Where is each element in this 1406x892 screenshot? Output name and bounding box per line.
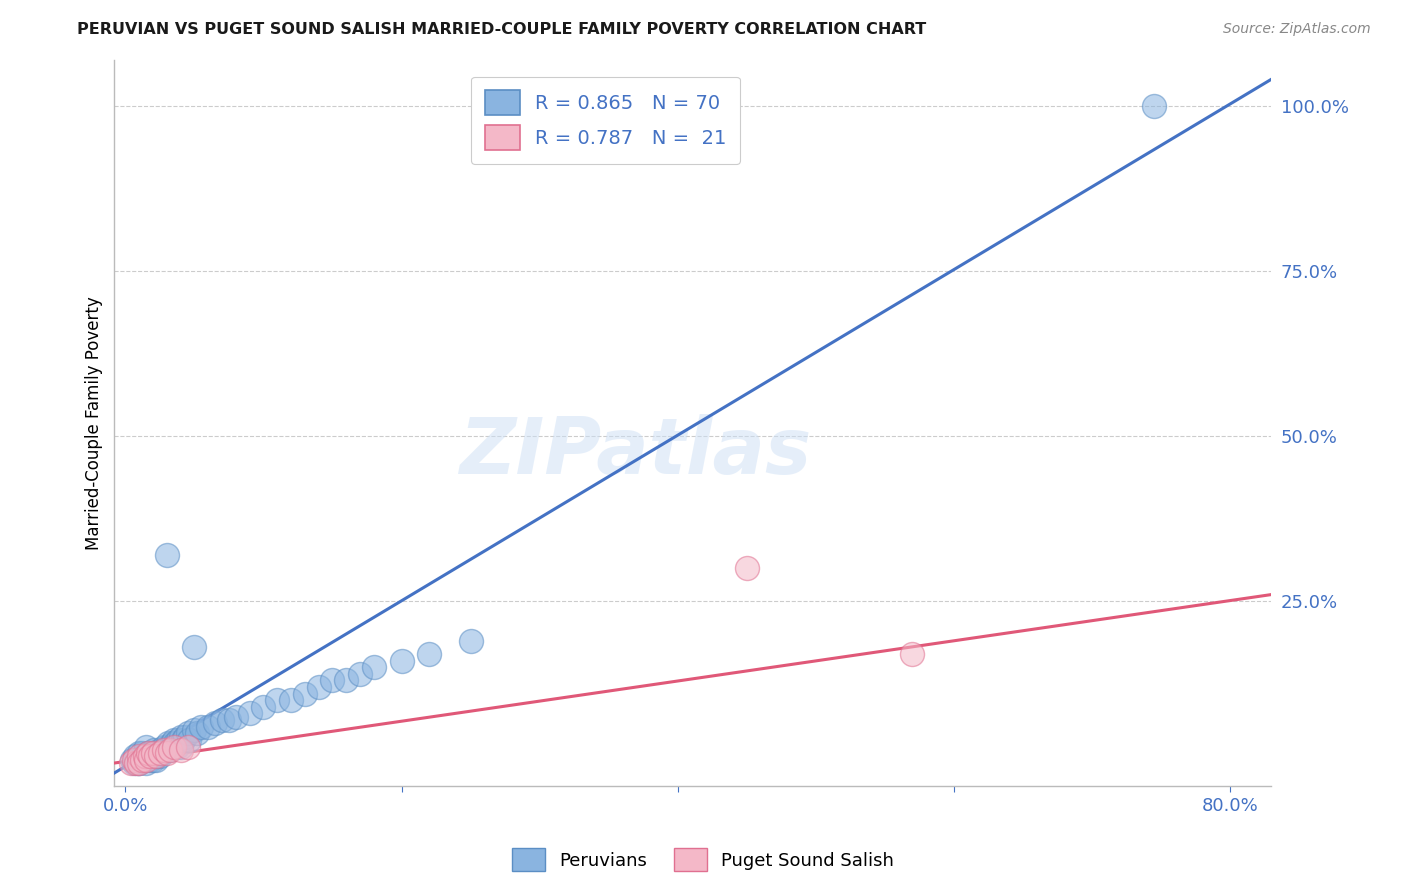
Point (145, 749, 167, 764)
Point (125, 753, 148, 767)
Point (157, 736, 180, 750)
Point (142, 746, 165, 760)
Point (391, 654, 413, 668)
Point (176, 726, 198, 740)
Point (163, 739, 186, 754)
Point (149, 743, 172, 757)
Point (139, 753, 162, 767)
Point (266, 693, 288, 707)
Point (308, 680, 330, 694)
Point (138, 749, 160, 764)
Point (321, 673, 343, 688)
Point (139, 749, 162, 764)
Point (121, 753, 143, 767)
Point (134, 753, 156, 767)
Point (143, 743, 166, 757)
Point (1143, 99, 1166, 113)
Point (190, 720, 212, 734)
Point (136, 746, 159, 760)
Point (120, 756, 142, 770)
Point (134, 749, 156, 764)
Point (280, 693, 302, 707)
Point (218, 713, 240, 727)
Point (165, 736, 187, 750)
Point (128, 756, 150, 770)
Point (460, 633, 482, 648)
Point (149, 749, 172, 764)
Point (128, 746, 150, 760)
Point (135, 739, 157, 754)
Point (169, 743, 191, 757)
Point (131, 753, 153, 767)
Point (183, 723, 205, 737)
Point (150, 746, 173, 760)
Point (252, 699, 274, 714)
Point (122, 756, 145, 770)
Point (172, 732, 194, 747)
Point (131, 746, 153, 760)
Point (183, 640, 205, 655)
Text: PERUVIAN VS PUGET SOUND SALISH MARRIED-COUPLE FAMILY POVERTY CORRELATION CHART: PERUVIAN VS PUGET SOUND SALISH MARRIED-C… (77, 22, 927, 37)
Point (148, 746, 170, 760)
Point (152, 743, 174, 757)
Point (136, 746, 159, 760)
Point (162, 736, 184, 750)
Point (141, 749, 163, 764)
Point (155, 743, 177, 757)
Y-axis label: Married-Couple Family Poverty: Married-Couple Family Poverty (86, 296, 103, 549)
Point (145, 753, 167, 767)
Point (153, 743, 176, 757)
Point (125, 756, 148, 770)
Point (166, 739, 188, 754)
Point (186, 726, 208, 740)
Point (142, 753, 165, 767)
Point (901, 647, 924, 661)
Point (167, 732, 190, 747)
Legend: R = 0.865   N = 70, R = 0.787   N =  21: R = 0.865 N = 70, R = 0.787 N = 21 (471, 77, 741, 163)
Point (142, 746, 165, 760)
Point (211, 713, 233, 727)
Point (153, 739, 176, 754)
Point (128, 756, 150, 770)
Point (128, 753, 150, 767)
Text: ZIPatlas: ZIPatlas (458, 414, 811, 490)
Point (146, 749, 169, 764)
Point (145, 746, 167, 760)
Point (294, 687, 316, 701)
Point (349, 666, 371, 681)
Point (135, 756, 157, 770)
Point (173, 730, 195, 744)
Point (124, 749, 146, 764)
Point (135, 753, 157, 767)
Point (176, 739, 198, 754)
Point (418, 647, 440, 661)
Point (239, 706, 262, 721)
Point (132, 749, 155, 764)
Legend: Peruvians, Puget Sound Salish: Peruvians, Puget Sound Salish (505, 841, 901, 879)
Point (363, 660, 385, 674)
Point (128, 749, 150, 764)
Point (204, 716, 226, 731)
Point (139, 746, 162, 760)
Point (163, 732, 186, 747)
Point (122, 753, 145, 767)
Point (127, 756, 149, 770)
Point (156, 548, 179, 562)
Point (225, 710, 247, 724)
Point (160, 739, 183, 754)
Point (177, 732, 200, 747)
Point (335, 673, 357, 688)
Point (159, 743, 181, 757)
Point (735, 561, 758, 575)
Point (169, 739, 191, 754)
Point (149, 746, 172, 760)
Point (156, 739, 179, 754)
Text: Source: ZipAtlas.com: Source: ZipAtlas.com (1223, 22, 1371, 37)
Point (169, 730, 191, 744)
Point (156, 746, 179, 760)
Point (159, 743, 181, 757)
Point (197, 720, 219, 734)
